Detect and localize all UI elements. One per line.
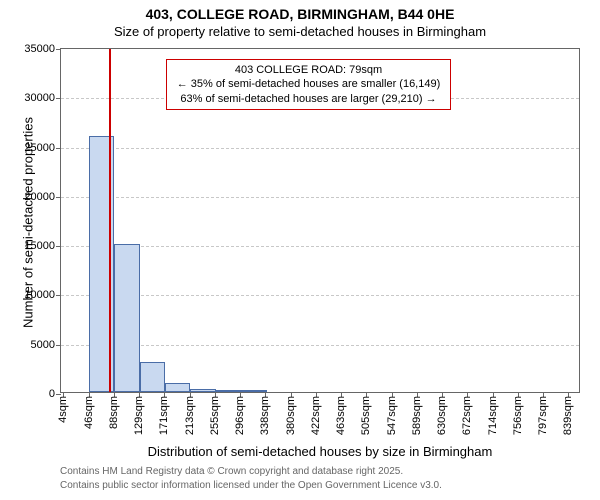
- ytick-label: 35000: [24, 43, 55, 55]
- annotation-box: 403 COLLEGE ROAD: 79sqm← 35% of semi-det…: [166, 59, 451, 110]
- ytick-label: 15000: [24, 240, 55, 252]
- ytick-label: 10000: [24, 289, 55, 301]
- histogram-bar: [114, 244, 139, 392]
- ytick-mark: [56, 295, 61, 296]
- ytick-label: 0: [49, 388, 55, 400]
- annotation-line: ← 35% of semi-detached houses are smalle…: [173, 77, 444, 91]
- ytick-mark: [56, 394, 61, 395]
- xtick-label: 422sqm: [310, 396, 322, 435]
- ytick-mark: [56, 197, 61, 198]
- xtick-label: 213sqm: [184, 396, 196, 435]
- histogram-bar: [165, 383, 190, 392]
- xtick-label: 589sqm: [411, 396, 423, 435]
- chart-title-sub: Size of property relative to semi-detach…: [0, 24, 600, 39]
- xtick-label: 338sqm: [259, 396, 271, 435]
- ytick-mark: [56, 98, 61, 99]
- plot-area: 050001000015000200002500030000350004sqm4…: [60, 48, 580, 393]
- xtick-label: 756sqm: [512, 396, 524, 435]
- xtick-label: 129sqm: [133, 396, 145, 435]
- histogram-bar: [216, 390, 241, 392]
- chart-title-main: 403, COLLEGE ROAD, BIRMINGHAM, B44 0HE: [0, 6, 600, 22]
- xtick-label: 46sqm: [83, 396, 95, 429]
- ytick-label: 25000: [24, 142, 55, 154]
- ytick-label: 20000: [24, 191, 55, 203]
- gridline: [61, 148, 579, 149]
- ytick-label: 30000: [24, 92, 55, 104]
- histogram-bar: [190, 389, 215, 392]
- xtick-label: 463sqm: [335, 396, 347, 435]
- histogram-bar: [241, 390, 266, 392]
- xtick-label: 797sqm: [537, 396, 549, 435]
- xtick-label: 296sqm: [234, 396, 246, 435]
- histogram-bar: [140, 362, 165, 392]
- xtick-label: 714sqm: [487, 396, 499, 435]
- y-axis-title: Number of semi-detached properties: [21, 103, 36, 343]
- annotation-line: 403 COLLEGE ROAD: 79sqm: [173, 63, 444, 77]
- xtick-label: 4sqm: [57, 396, 69, 423]
- xtick-label: 630sqm: [436, 396, 448, 435]
- ytick-mark: [56, 246, 61, 247]
- footer-line-1: Contains HM Land Registry data © Crown c…: [0, 466, 600, 477]
- marker-line: [109, 49, 111, 392]
- xtick-label: 88sqm: [108, 396, 120, 429]
- xtick-label: 171sqm: [158, 396, 170, 435]
- xtick-label: 255sqm: [209, 396, 221, 435]
- annotation-line: 63% of semi-detached houses are larger (…: [173, 92, 444, 106]
- xtick-label: 380sqm: [285, 396, 297, 435]
- xtick-label: 672sqm: [461, 396, 473, 435]
- ytick-mark: [56, 49, 61, 50]
- ytick-label: 5000: [31, 339, 55, 351]
- chart-container: 403, COLLEGE ROAD, BIRMINGHAM, B44 0HE S…: [0, 0, 600, 500]
- xtick-label: 839sqm: [562, 396, 574, 435]
- footer-line-2: Contains public sector information licen…: [0, 480, 600, 491]
- x-axis-title: Distribution of semi-detached houses by …: [60, 444, 580, 459]
- xtick-label: 505sqm: [360, 396, 372, 435]
- gridline: [61, 197, 579, 198]
- ytick-mark: [56, 345, 61, 346]
- ytick-mark: [56, 148, 61, 149]
- xtick-label: 547sqm: [386, 396, 398, 435]
